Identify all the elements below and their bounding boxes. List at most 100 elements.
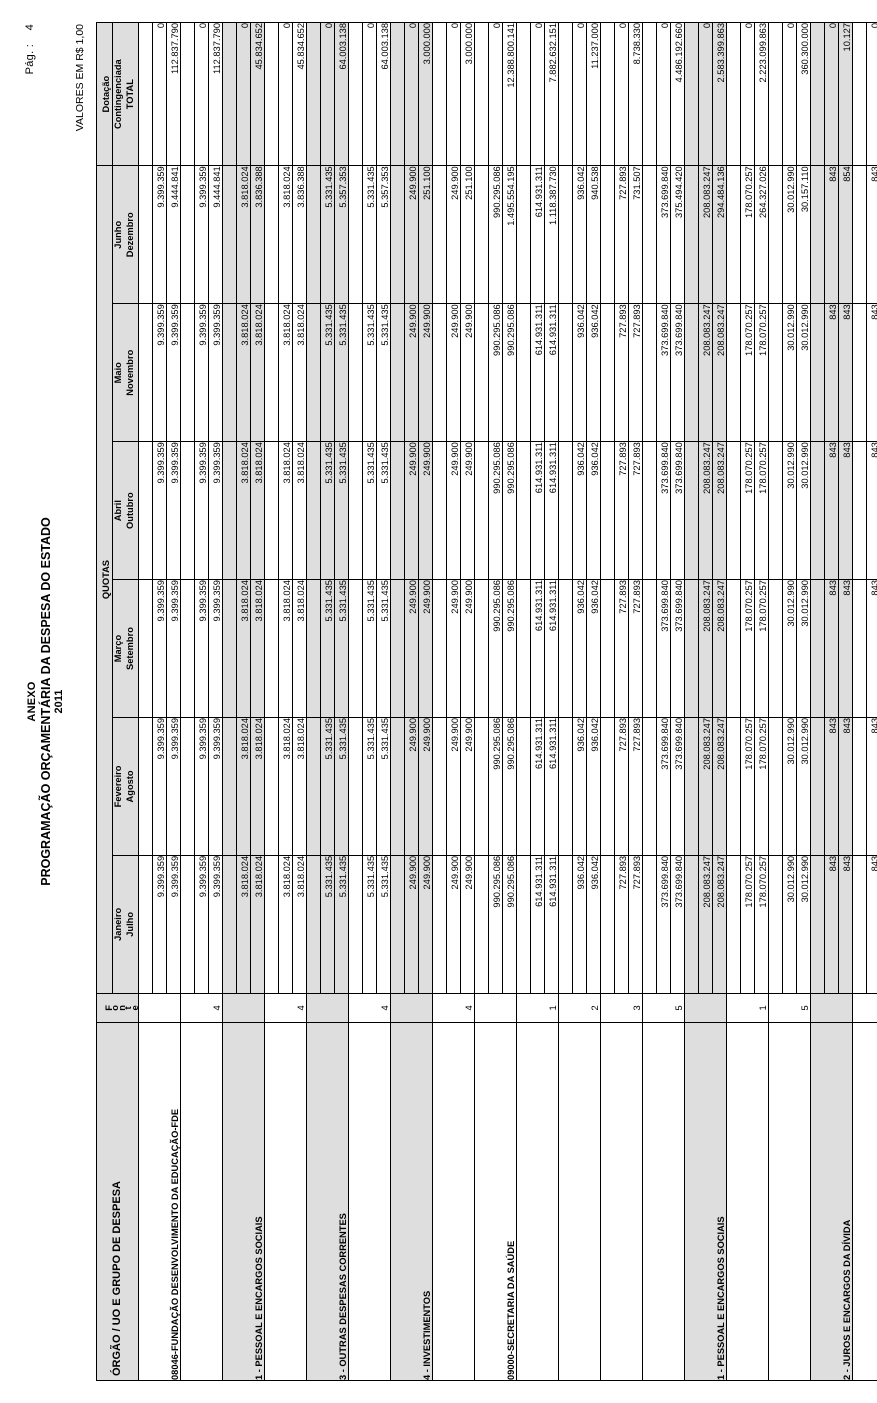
cell-spacer	[852, 717, 867, 856]
month-bottom-5: Novembro	[124, 349, 135, 396]
cell-spacer	[726, 303, 741, 442]
cell-spacer	[432, 165, 447, 304]
cell-spacer	[768, 22, 783, 166]
cell-total: 64.003.138	[376, 22, 391, 166]
cell-month-1-top: 3.818.024	[236, 855, 251, 994]
cell-spacer	[684, 579, 699, 718]
cell-month-6-top: 373.699.840	[656, 165, 671, 304]
cell-month-5-bottom: 30.012.990	[796, 303, 811, 442]
cell-spacer	[684, 165, 699, 304]
cell-month-5-bottom: 614.931.311	[544, 303, 559, 442]
cell-month-6-bottom: 5.357.353	[376, 165, 391, 304]
cell-contingenciada: 0	[488, 22, 503, 166]
cell-spacer	[306, 717, 321, 856]
cell-spacer	[684, 441, 699, 580]
cell-month-5-bottom: 3.818.024	[250, 303, 265, 442]
cell-spacer	[222, 855, 237, 994]
cell-month-5-top: 5.331.435	[362, 303, 377, 442]
cell-month-4-bottom: 249.900	[460, 441, 475, 580]
cell-month-2-bottom: 373.699.840	[670, 717, 685, 856]
table-row: 5	[768, 22, 811, 1381]
cell-month-3-bottom: 5.331.435	[334, 579, 349, 718]
cell-month-3-top: 936.042	[572, 579, 587, 718]
cell-spacer	[600, 22, 615, 166]
cell-spacer	[558, 579, 573, 718]
cell-contingenciada: 0	[656, 22, 671, 166]
cell-month-6-top: 249.900	[404, 165, 419, 304]
cell-spacer	[348, 717, 363, 856]
row-fonte: 4	[432, 993, 475, 1023]
cell-total: 360.300.000	[796, 22, 811, 166]
report-year: 2011	[53, 689, 65, 714]
col-header-month-1: Janeiro Julho	[112, 855, 139, 994]
cell-month-3-top: 249.900	[404, 579, 419, 718]
cell-month-2-top: 5.331.435	[362, 717, 377, 856]
cell-total: 8.738.330	[628, 22, 643, 166]
cell-month-3-bottom: 249.900	[418, 579, 433, 718]
cell-month-2-bottom: 249.900	[460, 717, 475, 856]
cell-spacer	[222, 579, 237, 718]
cell-contingenciada: 0	[866, 22, 877, 166]
cell-spacer	[810, 855, 825, 994]
cell-total: 112.837.790	[208, 22, 223, 166]
cell-month-2-top: 3.818.024	[278, 717, 293, 856]
cell-month-1-bottom: 5.331.435	[334, 855, 349, 994]
cell-spacer	[642, 165, 657, 304]
cell-month-3-top: 843	[824, 579, 839, 718]
cell-month-5-top: 990.295.086	[488, 303, 503, 442]
cell-month-2-top: 5.331.435	[320, 717, 335, 856]
cell-contingenciada: 0	[782, 22, 797, 166]
row-fonte: 5	[642, 993, 685, 1023]
cell-spacer	[180, 441, 195, 580]
cell-spacer	[432, 855, 447, 994]
cell-month-4-top: 373.699.840	[656, 441, 671, 580]
cell-spacer	[558, 441, 573, 580]
cell-month-5-bottom: 3.818.024	[292, 303, 307, 442]
cell-spacer	[474, 855, 489, 994]
cell-spacer	[852, 165, 867, 304]
table-row: 4 - INVESTIMENTOS	[390, 22, 433, 1381]
cell-month-1-bottom: 373.699.840	[670, 855, 685, 994]
cell-month-2-bottom: 30.012.990	[796, 717, 811, 856]
col-header-total: Contingenciada TOTAL	[112, 22, 139, 166]
contingenciada-label: Contingenciada	[113, 59, 123, 130]
cell-month-6-top: 3.818.024	[236, 165, 251, 304]
cell-month-4-bottom: 249.900	[418, 441, 433, 580]
cell-month-3-top: 5.331.435	[362, 579, 377, 718]
cell-month-2-top: 614.931.311	[530, 717, 545, 856]
cell-contingenciada: 0	[278, 22, 293, 166]
cell-month-2-bottom: 936.042	[586, 717, 601, 856]
cell-spacer	[642, 441, 657, 580]
cell-month-5-bottom: 208.083.247	[712, 303, 727, 442]
cell-month-2-top: 178.070.257	[740, 717, 755, 856]
cell-month-1-bottom: 990.295.086	[502, 855, 517, 994]
cell-contingenciada: 0	[152, 22, 167, 166]
row-fonte: 1	[516, 993, 559, 1023]
total-label: TOTAL	[124, 79, 135, 110]
cell-month-6-top: 843	[824, 165, 839, 304]
cell-spacer	[726, 717, 741, 856]
cell-total: 10.127	[838, 22, 853, 166]
cell-month-4-bottom: 9.399.359	[166, 441, 181, 580]
cell-contingenciada: 0	[236, 22, 251, 166]
cell-month-3-bottom: 249.900	[460, 579, 475, 718]
cell-spacer	[264, 855, 279, 994]
cell-spacer	[474, 303, 489, 442]
cell-month-1-bottom: 9.399.359	[166, 855, 181, 994]
cell-month-2-bottom: 249.900	[418, 717, 433, 856]
cell-month-5-bottom: 936.042	[586, 303, 601, 442]
cell-spacer	[852, 441, 867, 580]
cell-spacer	[768, 441, 783, 580]
cell-spacer	[600, 165, 615, 304]
cell-month-1-bottom: 614.931.311	[544, 855, 559, 994]
cell-month-3-top: 727.893	[614, 579, 629, 718]
cell-month-5-top: 843	[824, 303, 839, 442]
cell-month-3-bottom: 843	[838, 579, 853, 718]
cell-month-6-top: 249.900	[446, 165, 461, 304]
cell-month-6-top: 614.931.311	[530, 165, 545, 304]
cell-month-6-top: 843	[866, 165, 877, 304]
row-label	[558, 1022, 601, 1381]
cell-spacer	[390, 303, 405, 442]
cell-spacer	[726, 22, 741, 166]
